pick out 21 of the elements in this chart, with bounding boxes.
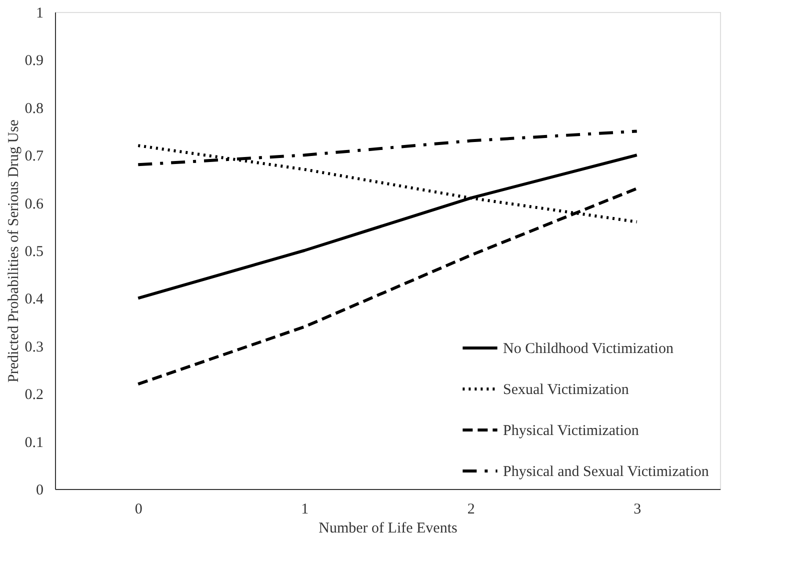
- x-tick-label: 2: [467, 502, 475, 518]
- y-tick-label: 0.1: [24, 434, 44, 451]
- y-axis-title: Predicted Probabilities of Serious Drug Use: [6, 119, 22, 382]
- y-tick-label: 0.4: [24, 292, 44, 308]
- x-tick-label: 1: [301, 502, 309, 518]
- legend-label: Sexual Victimization: [503, 382, 630, 398]
- y-tick-label: 0.7: [24, 148, 44, 165]
- y-tick-label: 0.8: [24, 100, 44, 117]
- x-tick-label: 3: [634, 502, 642, 518]
- y-tick-label: 0.6: [24, 196, 44, 212]
- y-tick-label: 0.3: [24, 339, 44, 356]
- y-tick-label: 0: [36, 482, 44, 498]
- y-tick-label: 0.2: [24, 387, 44, 404]
- x-axis-title: Number of Life Events: [318, 520, 458, 536]
- y-tick-label: 0.9: [24, 53, 44, 70]
- x-tick-label: 0: [134, 502, 142, 518]
- y-tick-label: 0.5: [24, 244, 44, 260]
- y-tick-label: 1: [36, 6, 44, 22]
- legend-label: Physical Victimization: [503, 423, 640, 439]
- legend-label: Physical and Sexual Victimization: [503, 464, 710, 480]
- legend-label: No Childhood Victimization: [503, 341, 674, 357]
